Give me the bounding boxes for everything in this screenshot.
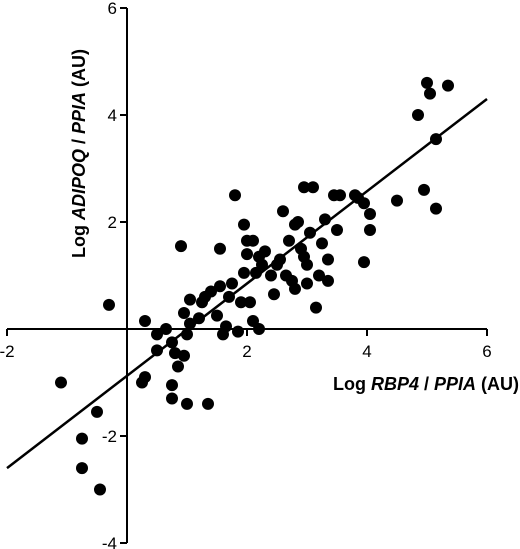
data-point	[442, 79, 454, 92]
data-point	[184, 293, 196, 306]
data-point	[310, 301, 322, 314]
x-tick-label: 2	[242, 342, 251, 361]
data-point	[430, 202, 442, 215]
data-point	[283, 234, 295, 247]
data-point	[298, 181, 310, 194]
data-point	[412, 109, 424, 121]
data-point	[166, 392, 178, 405]
data-point	[229, 189, 241, 202]
data-point	[214, 280, 226, 293]
data-point	[418, 183, 430, 196]
data-point	[238, 218, 250, 231]
data-point	[364, 207, 376, 220]
data-point	[184, 317, 196, 330]
data-point	[334, 189, 346, 202]
data-point	[175, 240, 187, 253]
data-point	[265, 269, 277, 282]
y-axis-label: Log ADIPOQ / PPIA (AU)	[69, 49, 89, 258]
data-point	[232, 325, 244, 338]
data-point	[166, 379, 178, 392]
data-point	[421, 76, 433, 89]
data-point	[55, 376, 67, 389]
data-point	[178, 306, 190, 319]
data-point	[202, 397, 214, 410]
data-point	[205, 285, 217, 298]
x-tick-label: 4	[362, 342, 371, 361]
data-point	[241, 248, 253, 261]
regression-line-layer	[6, 97, 488, 470]
data-point	[169, 347, 181, 360]
y-tick-label: 2	[108, 213, 117, 232]
y-tick-label: 4	[108, 106, 117, 125]
data-point	[193, 312, 205, 325]
x-tick-label: 6	[482, 342, 491, 361]
y-tick-label: -4	[102, 534, 117, 549]
x-tick-label: -2	[0, 342, 15, 361]
data-point	[181, 328, 193, 341]
data-point	[151, 328, 163, 341]
data-point	[289, 282, 301, 295]
data-point	[226, 277, 238, 290]
data-point	[424, 87, 436, 100]
data-point	[76, 462, 88, 475]
data-point	[358, 256, 370, 269]
data-point	[91, 405, 103, 418]
data-point	[220, 320, 232, 333]
data-point	[322, 253, 334, 266]
data-point	[307, 181, 319, 194]
data-point	[139, 371, 151, 384]
data-point	[430, 133, 442, 146]
data-point	[178, 349, 190, 362]
data-point	[94, 483, 106, 496]
data-point	[301, 277, 313, 290]
regression-line	[6, 97, 488, 470]
data-point	[223, 290, 235, 303]
data-point	[181, 397, 193, 410]
data-point	[364, 224, 376, 237]
data-point	[259, 245, 271, 258]
data-point	[319, 213, 331, 226]
data-point	[151, 344, 163, 357]
data-point	[331, 224, 343, 237]
data-point	[235, 296, 247, 309]
data-point	[301, 258, 313, 271]
data-point	[277, 205, 289, 218]
y-tick-label: -2	[102, 427, 117, 446]
data-point	[304, 226, 316, 239]
data-point	[253, 323, 265, 335]
data-point	[274, 253, 286, 266]
data-point	[316, 237, 328, 250]
data-point	[160, 323, 172, 335]
data-point	[211, 309, 223, 322]
data-point	[244, 296, 256, 309]
data-point	[256, 258, 268, 271]
data-point	[172, 360, 184, 373]
data-point	[313, 269, 325, 282]
data-point	[103, 298, 115, 311]
data-point	[166, 336, 178, 349]
data-point	[214, 242, 226, 255]
data-point	[247, 234, 259, 247]
data-point	[322, 274, 334, 287]
data-points	[55, 76, 454, 496]
data-point	[238, 266, 250, 279]
data-point	[139, 314, 151, 327]
x-axis-label: Log RBP4 / PPIA (AU)	[333, 374, 519, 394]
tick-labels: -2 2 4 6 -4 -2 2 4 6	[0, 0, 492, 549]
axes	[6, 7, 488, 544]
data-point	[292, 216, 304, 228]
data-point	[358, 197, 370, 210]
y-tick-label: 6	[108, 0, 117, 18]
data-point	[391, 194, 403, 207]
data-point	[76, 432, 88, 445]
data-point	[268, 288, 280, 301]
